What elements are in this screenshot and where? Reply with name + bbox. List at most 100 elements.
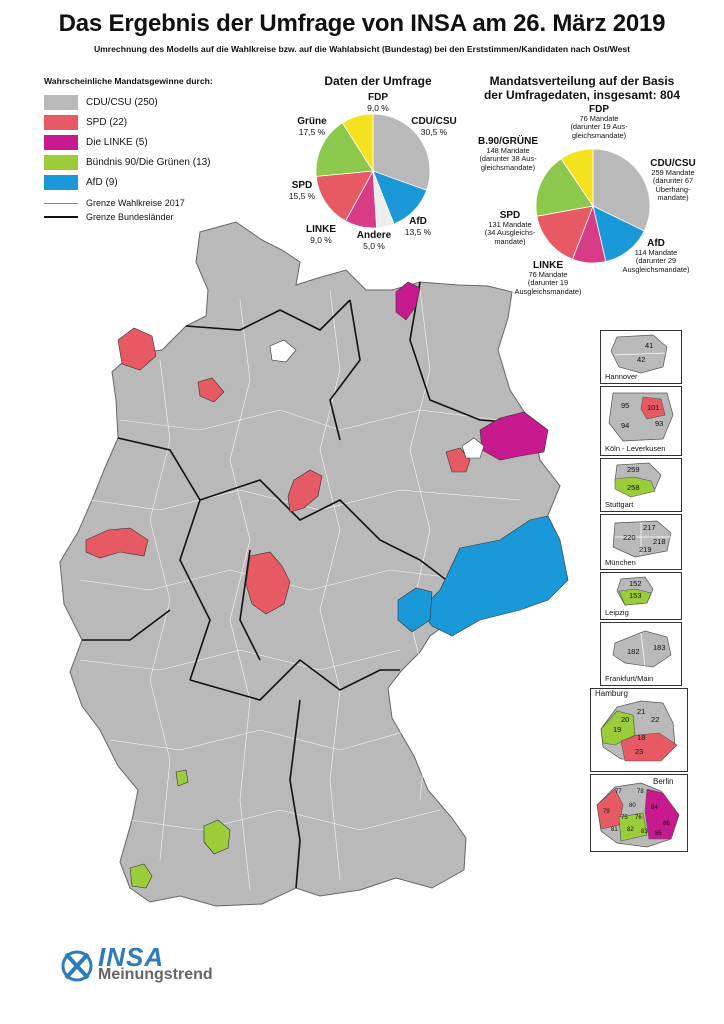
inset-number: 94 — [621, 421, 630, 430]
inset-name: Leipzig — [605, 608, 629, 617]
pie-slice-cdu-csu — [372, 113, 431, 191]
inset-number: 78 — [637, 789, 644, 795]
page-subtitle: Umrechnung des Modells auf die Wahlkreis… — [93, 44, 631, 54]
inset-name: Stuttgart — [605, 500, 634, 509]
inset-hamburg: Hamburg 21 19 20 22 18 23 — [590, 688, 688, 772]
pie-slice-afd — [592, 205, 645, 263]
legend-swatch — [44, 154, 78, 170]
inset-name-top: Hamburg — [595, 689, 628, 698]
legend-swatch — [44, 134, 78, 150]
map-region-niedersachsen-spd — [287, 469, 323, 513]
inset-number: 258 — [627, 483, 640, 492]
seat-label-gruene: B.90/GRÜNE 148 Mandate (darunter 38 Aus-gl… — [477, 136, 538, 172]
map-land-cdu — [59, 221, 561, 907]
legend-swatch — [44, 114, 78, 130]
pie-slice-fdp — [560, 148, 594, 208]
map-region-brandenburg-linke — [479, 411, 549, 461]
pie-slice-cdu-csu — [592, 148, 651, 232]
legend-line-label: Grenze Bundesländer — [86, 212, 174, 222]
legend-line-thin — [44, 202, 78, 204]
pie-slice-b-90-gr-ne — [535, 158, 594, 217]
inset-name: Hannover — [605, 372, 638, 381]
inset-number: 20 — [621, 715, 630, 724]
inset-number: 76 — [635, 815, 642, 821]
map-region-bw-gruene — [203, 819, 231, 855]
inset-berlin: Berlin 77 78 79 80 75 76 84 81 82 83 86 … — [590, 774, 688, 852]
logo-subtitle: Meinungstrend — [98, 966, 213, 983]
map-region-mv-linke — [395, 281, 421, 321]
inset-number: 82 — [627, 827, 634, 833]
inset-number: 85 — [655, 831, 662, 837]
legend-item: AfD (9) — [44, 172, 213, 192]
page-title: Das Ergebnis der Umfrage von INSA am 26.… — [58, 10, 666, 37]
legend-swatch — [44, 94, 78, 110]
inset-number: 19 — [613, 725, 622, 734]
inset-number: 80 — [629, 803, 636, 809]
legend-label: AfD (9) — [86, 176, 118, 188]
inset-number: 41 — [645, 341, 654, 350]
seat-label-afd: AfD 114 Mandate (darunter 29 Ausgleichsmand… — [622, 238, 690, 274]
inset-number: 23 — [635, 747, 644, 756]
inset-number: 93 — [655, 419, 664, 428]
map-region-karlsruhe-gruene — [175, 769, 189, 787]
pie-slice-spd — [315, 170, 374, 222]
map-region-berlin-white — [461, 437, 485, 459]
legend-item: Bündnis 90/Die Grünen (13) — [44, 152, 213, 172]
insa-logo-icon — [61, 950, 93, 982]
legend-item: Die LINKE (5) — [44, 132, 213, 152]
map-region-hamburg-white — [269, 339, 297, 363]
seat-label-spd: SPD 131 Mandate (34 Ausgleichs-mandate) — [484, 210, 536, 246]
inset-number: 18 — [637, 733, 646, 742]
inset-name: Frankfurt/Main — [605, 674, 654, 683]
inset-number: 81 — [611, 827, 618, 833]
inset-number: 77 — [615, 789, 622, 795]
poll-label-linke: LINKE 9,0 % — [306, 224, 336, 246]
seat-chart-title: Mandatsverteilung auf der Basis der Umfra… — [483, 74, 681, 102]
pie-slice-fdp — [341, 113, 374, 173]
inset-stuttgart: 259 258 Stuttgart — [600, 458, 682, 512]
inset-muenchen: 217 220 218 219 München — [600, 514, 682, 570]
map-legend: Wahrscheinliche Mandatsgewinne durch: CD… — [44, 76, 213, 224]
poll-label-spd: SPD 15,5 % — [288, 180, 316, 202]
inset-number: 21 — [637, 707, 646, 716]
poll-label-fdp: FDP 9,0 % — [367, 92, 389, 114]
map-region-sachsenanhalt-spd — [445, 447, 471, 473]
legend-line-item: Grenze Bundesländer — [44, 210, 213, 224]
legend-line-item: Grenze Wahlkreise 2017 — [44, 196, 213, 210]
legend-label: Bündnis 90/Die Grünen (13) — [86, 156, 211, 168]
inset-number: 22 — [651, 715, 660, 724]
map-region-freiburg-gruene — [129, 863, 153, 889]
inset-number: 259 — [627, 465, 640, 474]
inset-number: 182 — [627, 647, 640, 656]
legend-item: CDU/CSU (250) — [44, 92, 213, 112]
inset-number: 95 — [621, 401, 630, 410]
seat-label-cdu: CDU/CSU 259 Mandate (darunter 67 Überhang-m… — [650, 158, 696, 203]
legend-line-label: Grenze Wahlkreise 2017 — [86, 198, 185, 208]
inset-number: 86 — [663, 821, 670, 827]
map-region-thueringen-afd — [397, 587, 433, 633]
inset-number: 75 — [621, 815, 628, 821]
seat-label-linke: LINKE 76 Mandate (darunter 19 Ausgleichsman… — [514, 260, 582, 296]
legend-label: SPD (22) — [86, 116, 128, 128]
poll-label-andere: Andere 5,0 % — [356, 230, 392, 252]
poll-label-cdu: CDU/CSU 30,5 % — [411, 116, 457, 138]
insa-logo: INSA Meinungstrend — [60, 942, 213, 991]
inset-number: 42 — [637, 355, 646, 364]
inset-number: 152 — [629, 579, 642, 588]
inset-number: 153 — [629, 591, 642, 600]
inset-name-top: Berlin — [653, 777, 674, 786]
inset-number: 217 — [643, 523, 656, 532]
inset-frankfurt: 182 183 Frankfurt/Main — [600, 622, 682, 686]
legend-heading: Wahrscheinliche Mandatsgewinne durch: — [44, 76, 213, 86]
inset-number: 218 — [653, 537, 666, 546]
map-germany-outline — [59, 221, 569, 907]
inset-number: 79 — [603, 809, 610, 815]
poll-label-gruene: Grüne 17,5 % — [297, 116, 327, 138]
inset-name: Köln - Leverkusen — [605, 444, 666, 453]
seat-label-fdp: FDP 76 Mandate (darunter 19 Aus-gleichsman… — [570, 104, 628, 140]
legend-item: SPD (22) — [44, 112, 213, 132]
inset-number: 83 — [641, 829, 648, 835]
inset-number: 219 — [639, 545, 652, 554]
legend-label: CDU/CSU (250) — [86, 96, 158, 108]
